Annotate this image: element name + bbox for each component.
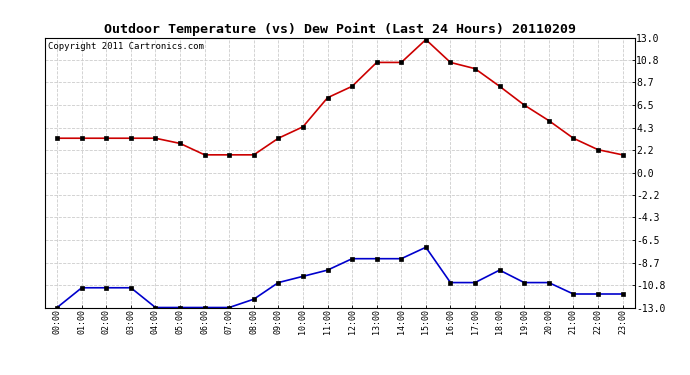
Title: Outdoor Temperature (vs) Dew Point (Last 24 Hours) 20110209: Outdoor Temperature (vs) Dew Point (Last… <box>104 23 576 36</box>
Text: Copyright 2011 Cartronics.com: Copyright 2011 Cartronics.com <box>48 42 204 51</box>
